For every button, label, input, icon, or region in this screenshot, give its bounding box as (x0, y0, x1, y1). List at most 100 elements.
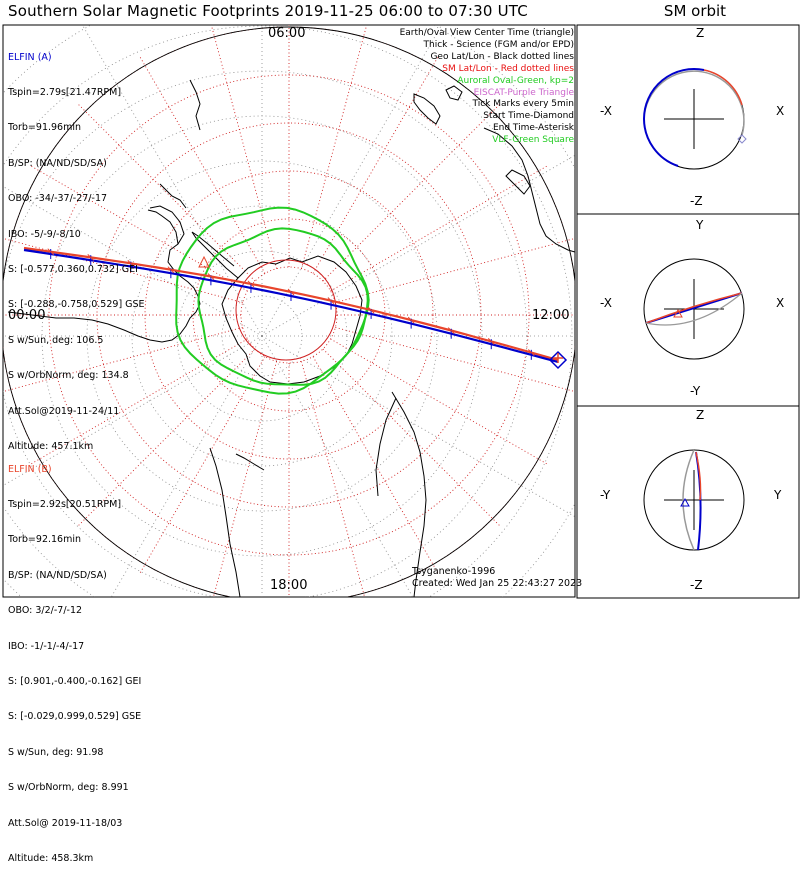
geo-lon-line (261, 335, 575, 518)
elfin-b-tick (367, 306, 375, 314)
elfin-b-line: S w/Sun, deg: 91.98 (8, 746, 104, 758)
elfin-a-line: S: [-0.288,-0.758,0.529] GSE (8, 299, 145, 311)
elfin-b-tick (287, 288, 295, 296)
sm1-right-label: X (776, 104, 785, 118)
orbit-gray (645, 292, 743, 326)
elfin-b-tick (447, 327, 455, 334)
sm-outer-circle (3, 26, 575, 597)
nz-2 (445, 85, 463, 101)
sm-lon-line (330, 338, 550, 466)
elfin-a-line: Altitude: 457.1km (8, 440, 94, 452)
orbit-gray (682, 449, 695, 551)
sm-lon-line (335, 326, 575, 393)
orbit-gray (643, 70, 745, 136)
antarctic-peninsula (191, 231, 239, 279)
orbit-a (645, 292, 743, 324)
earth-circle (643, 258, 745, 360)
sm-lon-line (300, 25, 368, 269)
elfin-a-info: ELFIN (A) Tspin=2.79s[21.47RPM] Torb=91.… (8, 28, 145, 476)
southern-africa-tip (209, 447, 241, 597)
elfin-b-tick (127, 259, 135, 267)
sm3-top-label: Z (696, 408, 705, 422)
elfin-b-line: Torb=92.16min (8, 534, 82, 546)
page-title: Southern Solar Magnetic Footprints 2019-… (8, 2, 528, 20)
elfin-b-info: ELFIN (B) Tspin=2.92s[20.51RPM] Torb=92.… (8, 440, 141, 888)
auroral-oval-inner (197, 227, 369, 386)
legend-item: SM Lat/Lon - Red dotted lines (442, 63, 574, 74)
sm-lon-line (28, 338, 248, 466)
elfin-b-header: ELFIN (B) (8, 463, 52, 475)
geo-lon-line (261, 154, 575, 337)
sm3-left-label: -Y (600, 488, 611, 502)
sm2-bottom-label: -Y (690, 384, 701, 398)
legend-item: End Time-Asterisk (492, 123, 574, 134)
elfin-b-tick (487, 338, 495, 345)
elfin-a-line: Att.Sol@2019-11-24/11 (8, 405, 120, 417)
mlt-label-left: 00:00 (8, 308, 46, 323)
antarctica-coast (221, 255, 363, 385)
view-triangle (673, 308, 683, 318)
view-triangle (680, 497, 690, 507)
elfin-b-tick (247, 280, 255, 288)
australia (483, 127, 575, 253)
legend-item: Tick Marks every 5min (472, 99, 574, 110)
sm-orbit-panels (642, 68, 747, 551)
sm-lon-line (3, 326, 243, 393)
elfin-b-tick (527, 349, 535, 356)
elfin-b-line: Altitude: 458.3km (8, 852, 94, 864)
footprint-tracks (23, 246, 568, 370)
coastlines (7, 79, 575, 597)
orbit-b (695, 451, 702, 501)
elfin-b-line: S: [-0.029,0.999,0.529] GSE (8, 711, 142, 723)
start-diamond (737, 134, 747, 144)
sm3-right-label: Y (774, 488, 782, 502)
sm2-top-label: Y (696, 218, 704, 232)
elfin-b-start-marker (553, 353, 563, 363)
sm-frame-3 (576, 405, 800, 599)
elfin-b-tick (167, 266, 175, 274)
footer-created: Created: Wed Jan 25 22:43:27 2023 (412, 578, 583, 589)
map-legend: Earth/Oval View Center Time (triangle) T… (400, 28, 574, 147)
elfin-b-tick (47, 248, 55, 256)
sm-lon-line (138, 356, 266, 576)
elfin-a-line: S w/OrbNorm, deg: 134.8 (8, 370, 129, 382)
sm-lon-line (210, 25, 278, 269)
sm1-top-label: Z (696, 26, 705, 40)
elfin-b-tick (207, 273, 215, 280)
sm-lon-line (76, 348, 256, 528)
coast-misc-2 (235, 453, 265, 471)
sm-lon-line (330, 164, 550, 292)
polar-cap-circle (235, 259, 337, 361)
sm-lat-circle (48, 74, 530, 556)
footprint-map (2, 24, 800, 599)
legend-item: Start Time-Diamond (483, 111, 574, 122)
geo-grid (3, 25, 575, 597)
legend-item: Thick - Science (FGM and/or EPD) (423, 39, 574, 50)
sm-lon-line (28, 164, 248, 292)
mlt-label-top: 06:00 (268, 26, 306, 41)
legend-item: EISCAT-Purple Triangle (473, 87, 574, 98)
elfin-a-header: ELFIN (A) (8, 51, 52, 63)
sm-lat-circle (144, 170, 434, 460)
elfin-b-line: S w/OrbNorm, deg: 8.991 (8, 782, 129, 794)
sm-lat-circle (192, 218, 386, 412)
legend-item: Earth/Oval View Center Time (triangle) (399, 28, 574, 38)
elfin-b-line: IBO: -1/-1/-4/-17 (8, 640, 85, 652)
coast-misc-3 (159, 183, 187, 209)
sm-lon-line (335, 237, 575, 304)
elfin-b-line: Att.Sol@ 2019-11-18/03 (8, 817, 123, 829)
elfin-b-tick (87, 254, 95, 261)
geo-lat-circle (131, 205, 393, 467)
sm-lon-line (312, 356, 440, 576)
elfin-a-line: Tspin=2.79s[21.47RPM] (8, 86, 122, 98)
elfin-b-line: S: [0.901,-0.400,-0.162] GEI (8, 675, 142, 687)
mlt-label-right: 12:00 (532, 308, 570, 323)
stage: Southern Solar Magnetic Footprints 2019-… (2, 2, 800, 864)
legend-item: Geo Lat/Lon - Black dotted lines (430, 51, 574, 62)
geo-lat-circle (3, 25, 573, 597)
sm-lat-circle (240, 266, 338, 364)
sm-lat-circle (96, 122, 482, 508)
orbit-b (703, 69, 743, 106)
australia-2 (505, 169, 531, 195)
sm-lon-line (300, 361, 366, 597)
